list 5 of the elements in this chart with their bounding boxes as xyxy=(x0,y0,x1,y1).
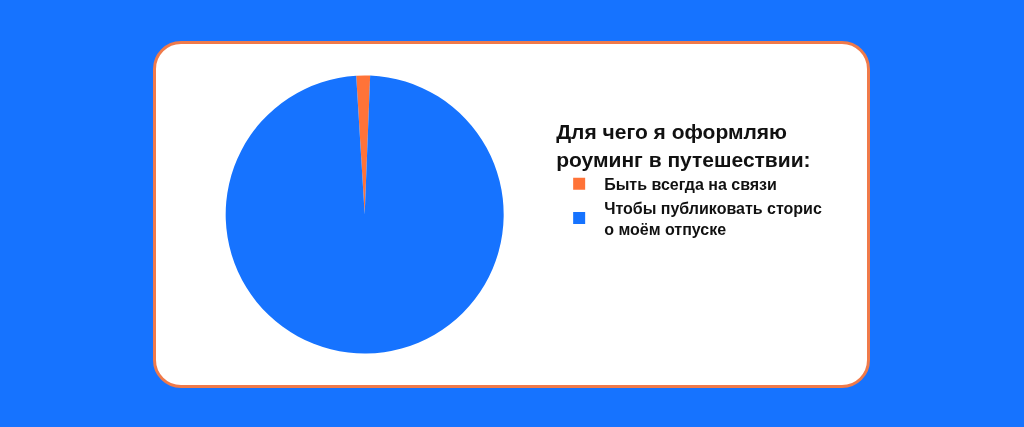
legend-title: Для чего я оформляю роуминг в путешествии: xyxy=(556,120,811,171)
legend-label: Быть всегда на связи xyxy=(604,175,777,193)
legend-label: Чтобы публиковать сторис о моём отпуске xyxy=(604,199,822,238)
pie-slice xyxy=(225,75,504,354)
pie-slice xyxy=(356,75,371,215)
